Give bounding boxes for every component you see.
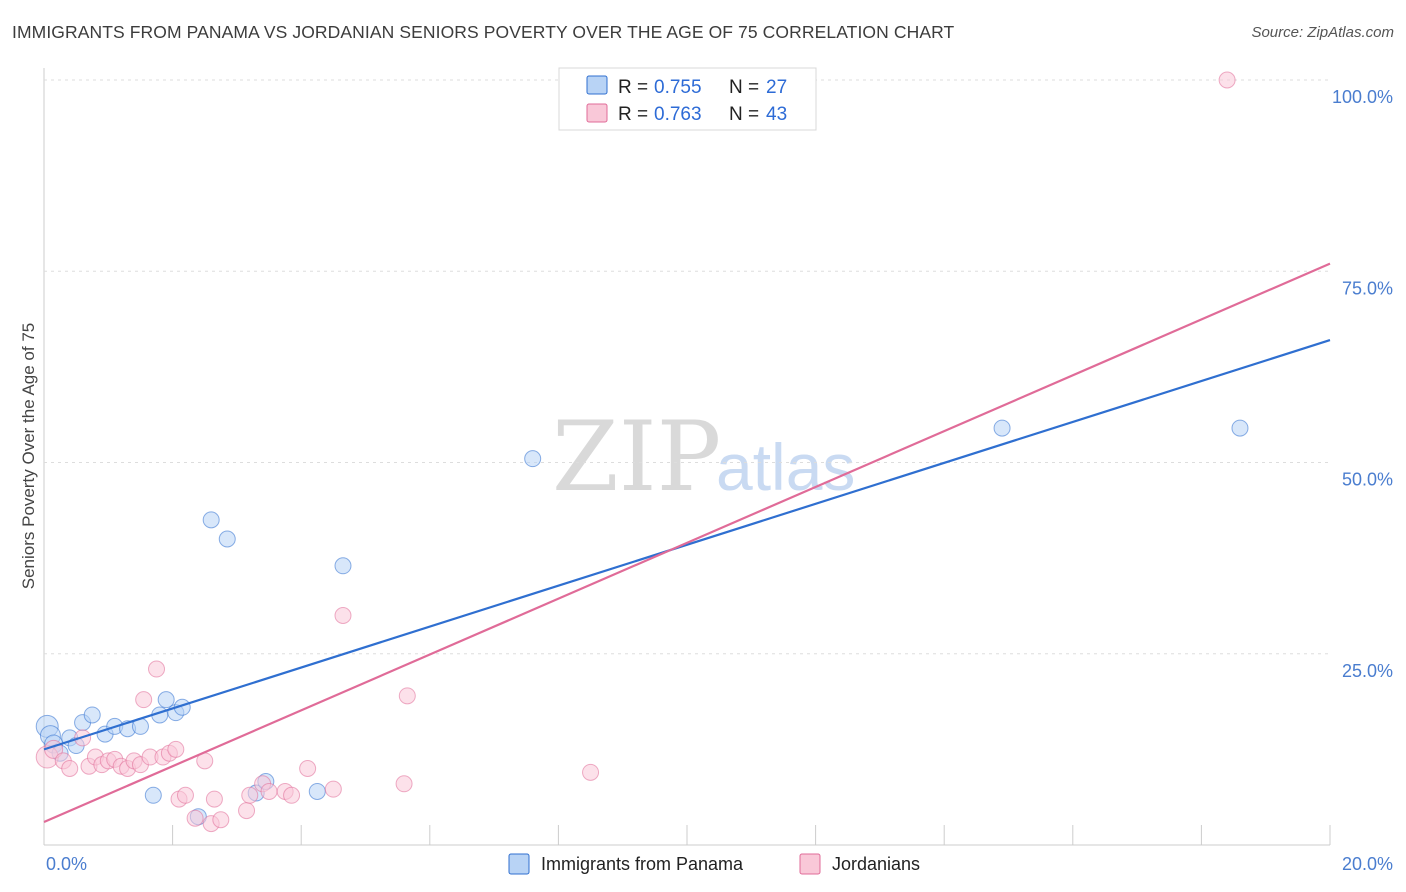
panama-point	[308, 782, 326, 800]
source-credit: Source: ZipAtlas.com	[1251, 24, 1394, 41]
gridlines	[44, 79, 1330, 655]
jordanians-point	[299, 760, 317, 777]
panama-point	[202, 511, 220, 529]
legend-r-label: R =	[618, 77, 648, 98]
jordanians-point	[582, 763, 600, 781]
legend-r-value-panama: 0.755	[654, 77, 702, 98]
x-axis-ticks	[172, 825, 1331, 845]
y-axis-label: Seniors Poverty Over the Age of 75	[19, 323, 38, 589]
series-legend: Immigrants from Panama Jordanians	[508, 853, 920, 875]
trend-lines	[43, 262, 1331, 824]
jordanians-trend-line	[43, 262, 1331, 824]
watermark-atlas: atlas	[716, 430, 855, 504]
legend-r-value-jordanians: 0.763	[654, 104, 702, 125]
jordanians-point	[324, 780, 342, 798]
x-tick-label-max: 20.0%	[1342, 854, 1393, 874]
panama-point	[1231, 419, 1249, 437]
y-tick-label-100: 100.0%	[1332, 87, 1393, 107]
panama-point	[83, 706, 101, 724]
panama-point	[157, 691, 175, 709]
panama-point	[524, 450, 542, 468]
jordanians-point	[238, 802, 256, 820]
legend-swatch-panama	[586, 75, 608, 95]
legend-n-label: N =	[729, 77, 759, 98]
jordanians-point	[334, 607, 352, 624]
legend-label-jordanians: Jordanians	[832, 854, 920, 874]
jordanians-point	[186, 809, 204, 827]
jordanians-point	[241, 786, 259, 804]
jordanians-point	[260, 782, 278, 800]
jordanians-point	[398, 687, 416, 705]
legend-n-value-jordanians: 43	[766, 104, 787, 125]
legend-swatch-panama-bottom	[508, 853, 530, 875]
jordanians-point	[1218, 71, 1236, 89]
jordanians-point	[148, 660, 166, 678]
watermark: ZIP atlas	[552, 401, 855, 513]
watermark-zip: ZIP	[552, 401, 721, 513]
legend-r-label: R =	[618, 104, 648, 125]
y-tick-label-25: 25.0%	[1342, 661, 1393, 681]
panama-point	[993, 419, 1011, 437]
legend-swatch-jordanians	[586, 103, 608, 123]
y-tick-label-75: 75.0%	[1342, 278, 1393, 298]
chart-title: IMMIGRANTS FROM PANAMA VS JORDANIAN SENI…	[12, 22, 955, 42]
x-tick-label-min: 0.0%	[46, 854, 87, 874]
legend-n-label: N =	[729, 104, 759, 125]
jordanians-point	[395, 775, 413, 793]
legend-n-value-panama: 27	[766, 77, 787, 98]
legend-swatch-jordanians-bottom	[799, 853, 821, 875]
legend-label-panama: Immigrants from Panama	[541, 854, 744, 874]
jordanians-point	[135, 691, 153, 709]
jordanians-point	[176, 786, 194, 804]
panama-point	[218, 530, 236, 548]
jordanians-point	[167, 740, 185, 758]
y-tick-label-50: 50.0%	[1342, 470, 1393, 490]
jordanians-point	[212, 811, 230, 829]
y-axis-tick-labels: 25.0% 50.0% 75.0% 100.0%	[1332, 87, 1393, 681]
panama-point	[334, 557, 352, 575]
jordanians-point	[283, 786, 301, 804]
jordanians-point	[205, 790, 223, 808]
stats-legend: R = 0.755 N = 27 R = 0.763 N = 43	[558, 67, 817, 131]
jordanians-point	[61, 760, 79, 777]
panama-point	[144, 786, 162, 804]
panama-trend-line	[43, 339, 1331, 751]
series-jordanians-points	[35, 71, 1236, 833]
